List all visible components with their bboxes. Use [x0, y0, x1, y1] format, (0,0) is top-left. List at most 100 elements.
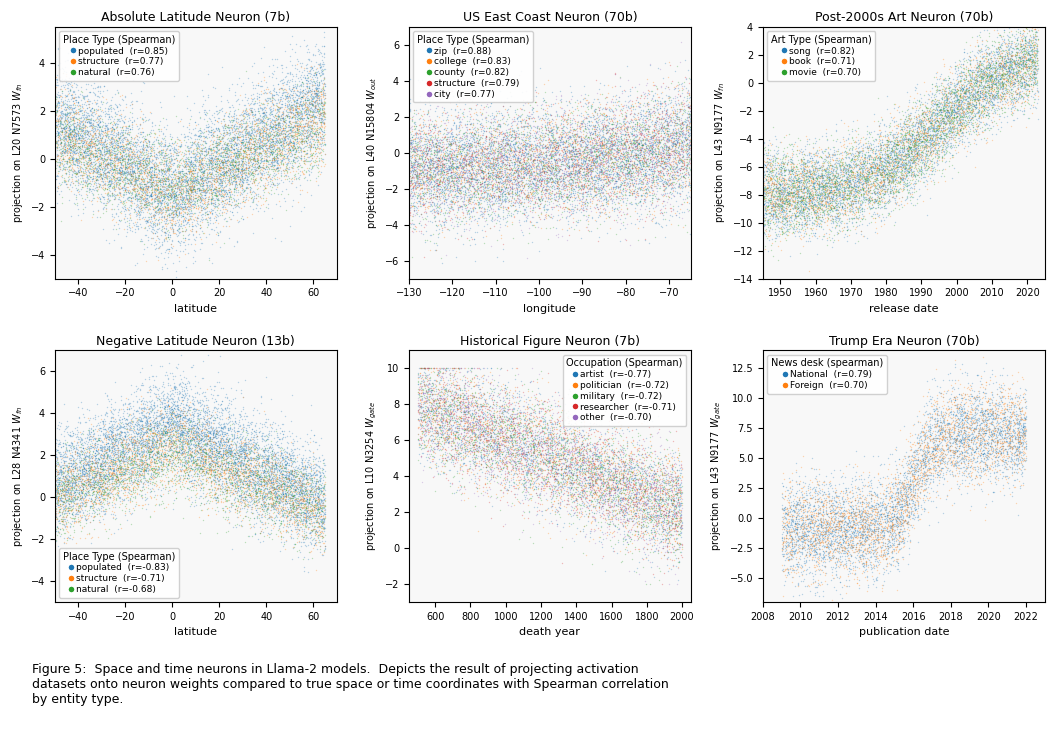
Point — [775, 201, 792, 213]
Point — [457, 189, 474, 201]
Point — [1017, 55, 1034, 66]
Point — [57, 144, 74, 156]
Point — [262, 478, 279, 490]
Point — [633, 161, 649, 172]
Point — [256, 474, 272, 486]
Point — [428, 102, 445, 114]
Point — [122, 456, 139, 468]
Point — [817, 154, 834, 166]
Point — [92, 101, 109, 113]
Point — [640, 495, 657, 506]
Point — [1018, 424, 1035, 436]
Point — [284, 490, 301, 502]
Point — [849, 545, 866, 557]
Point — [615, 515, 631, 527]
Point — [830, 189, 847, 200]
Point — [151, 416, 168, 427]
Point — [547, 133, 564, 144]
Point — [147, 151, 164, 163]
Point — [464, 155, 480, 167]
Point — [817, 180, 834, 192]
Point — [463, 431, 479, 443]
Point — [63, 508, 80, 520]
Point — [580, 161, 597, 172]
Point — [106, 149, 122, 161]
Point — [636, 473, 653, 485]
Point — [52, 144, 69, 156]
Point — [888, 128, 905, 139]
Point — [460, 140, 477, 152]
Point — [235, 495, 252, 506]
Point — [86, 127, 102, 139]
Point — [403, 210, 420, 222]
Point — [148, 171, 165, 183]
Point — [480, 391, 497, 402]
Point — [936, 58, 953, 70]
Point — [769, 192, 786, 203]
Point — [535, 93, 552, 105]
Point — [672, 493, 689, 505]
Point — [644, 158, 661, 170]
Point — [565, 131, 582, 143]
Point — [316, 111, 333, 123]
Point — [251, 80, 268, 91]
Point — [137, 396, 154, 408]
Point — [811, 191, 828, 203]
Point — [290, 130, 307, 142]
Point — [86, 478, 102, 489]
Point — [71, 123, 88, 135]
Point — [129, 427, 146, 439]
Point — [129, 185, 146, 197]
Point — [414, 171, 431, 183]
Point — [917, 433, 934, 444]
Point — [795, 512, 812, 524]
Point — [681, 139, 698, 150]
Point — [989, 82, 1006, 94]
Point — [525, 464, 542, 476]
Point — [97, 447, 114, 458]
Point — [1007, 402, 1024, 413]
Point — [972, 444, 988, 455]
Point — [850, 220, 867, 231]
Point — [212, 407, 229, 419]
Point — [599, 469, 616, 481]
Point — [1002, 61, 1019, 73]
Point — [498, 469, 515, 481]
Point — [253, 142, 270, 153]
Point — [954, 111, 970, 123]
Point — [111, 405, 128, 416]
Point — [150, 140, 167, 152]
Point — [829, 524, 846, 536]
Point — [599, 472, 616, 484]
Point — [256, 119, 272, 130]
Point — [673, 458, 690, 470]
Point — [197, 458, 214, 469]
Point — [788, 503, 805, 515]
Point — [800, 187, 817, 199]
Point — [468, 418, 485, 430]
Point — [658, 504, 675, 516]
Point — [248, 479, 265, 491]
Point — [835, 164, 852, 176]
Point — [800, 497, 817, 509]
Point — [147, 175, 164, 186]
Point — [543, 167, 560, 179]
Point — [811, 188, 828, 200]
Point — [785, 192, 802, 203]
Point — [929, 456, 946, 468]
Point — [65, 495, 82, 507]
Point — [299, 500, 316, 512]
Point — [923, 99, 940, 111]
Point — [563, 141, 580, 153]
Point — [146, 429, 163, 441]
Point — [829, 207, 846, 219]
Point — [496, 162, 513, 174]
Point — [169, 161, 186, 172]
Point — [262, 133, 279, 144]
Point — [599, 493, 616, 505]
Point — [658, 526, 675, 538]
Point — [489, 184, 506, 195]
Point — [263, 472, 280, 484]
Point — [108, 172, 125, 184]
Point — [625, 489, 642, 500]
